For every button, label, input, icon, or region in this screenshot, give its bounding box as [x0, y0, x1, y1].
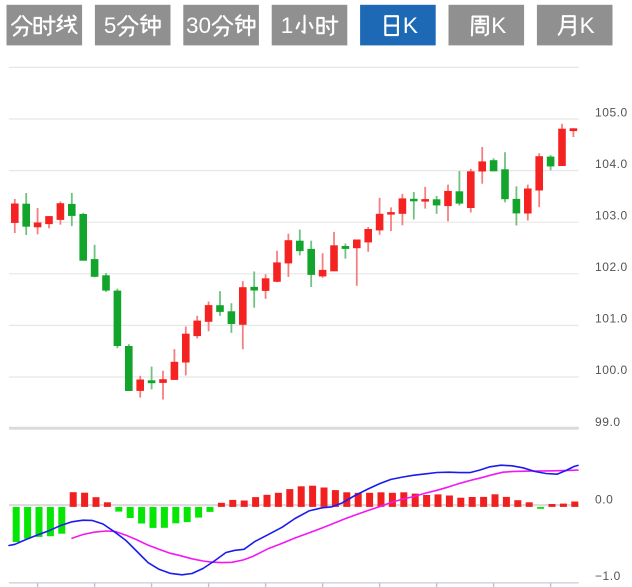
svg-text:103.0: 103.0 — [595, 208, 628, 222]
svg-text:0.0: 0.0 — [595, 492, 613, 506]
svg-text:102.0: 102.0 — [595, 260, 628, 274]
svg-text:99.0: 99.0 — [595, 415, 621, 429]
svg-text:5: 5 — [104, 13, 117, 38]
svg-text:100.0: 100.0 — [595, 363, 628, 377]
svg-text:K: K — [580, 13, 595, 38]
svg-text:K: K — [491, 13, 506, 38]
svg-text:105.0: 105.0 — [595, 106, 628, 120]
svg-text:104.0: 104.0 — [595, 157, 628, 171]
svg-text:101.0: 101.0 — [595, 312, 628, 326]
svg-text:30: 30 — [186, 13, 211, 38]
svg-text:K: K — [403, 13, 418, 38]
svg-text:1: 1 — [281, 13, 294, 38]
svg-text:−1.0: −1.0 — [595, 569, 621, 583]
